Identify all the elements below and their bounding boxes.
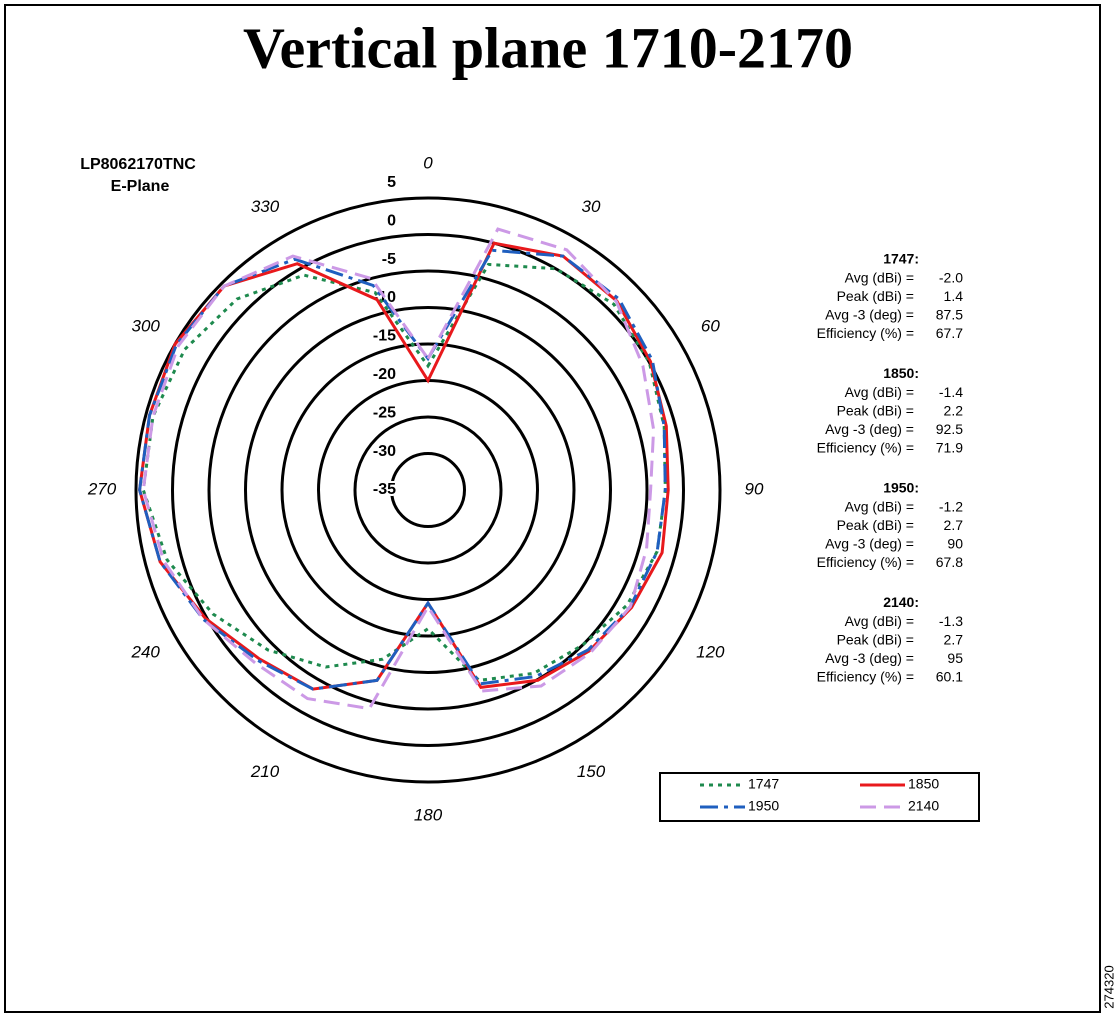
- stats-value: 2.2: [944, 403, 964, 419]
- legend-label: 1850: [908, 776, 939, 792]
- stats-value: 92.5: [936, 421, 963, 437]
- angle-tick-label: 210: [250, 762, 280, 781]
- stats-value: -1.2: [939, 499, 963, 515]
- legend-label: 1950: [748, 798, 779, 814]
- legend-box: [659, 772, 980, 822]
- stats-label: Avg -3 (deg) =: [825, 536, 914, 552]
- angle-tick-label: 150: [577, 762, 606, 781]
- grid-ring: [353, 415, 503, 565]
- grid-ring: [244, 306, 612, 674]
- stats-label: Peak (dBi) =: [837, 403, 914, 419]
- stats-header: 1850:: [883, 365, 919, 381]
- grid-ring: [134, 196, 722, 784]
- stats-value: 67.8: [936, 554, 963, 570]
- stats-label: Avg (dBi) =: [845, 613, 914, 629]
- legend-label: 1747: [748, 776, 779, 792]
- stats-label: Efficiency (%) =: [817, 669, 914, 685]
- angle-tick-label: 30: [582, 197, 601, 216]
- r-tick-label: 0: [387, 212, 396, 229]
- grid-ring: [171, 233, 685, 747]
- chart-title: Vertical plane 1710-2170: [243, 15, 853, 80]
- angle-tick-label: 0: [423, 153, 433, 172]
- stats-label: Peak (dBi) =: [837, 517, 914, 533]
- stats-value: -2.0: [939, 270, 963, 286]
- stats-label: Avg (dBi) =: [845, 384, 914, 400]
- grid-ring: [280, 342, 576, 638]
- angle-tick-label: 330: [251, 197, 280, 216]
- stats-value: 60.1: [936, 669, 963, 685]
- stats-label: Efficiency (%) =: [817, 440, 914, 456]
- stats-label: Avg (dBi) =: [845, 499, 914, 515]
- stats-label: Avg -3 (deg) =: [825, 307, 914, 323]
- stats-header: 2140:: [883, 594, 919, 610]
- r-tick-label: -25: [373, 404, 396, 421]
- stats-value: 67.7: [936, 325, 963, 341]
- stats-value: 95: [947, 650, 963, 666]
- stats-value: 2.7: [944, 517, 964, 533]
- frame: [4, 4, 1101, 1013]
- grid-ring: [317, 379, 539, 601]
- stats-value: 90: [947, 536, 963, 552]
- angle-tick-label: 180: [414, 805, 443, 824]
- stats-value: -1.3: [939, 613, 963, 629]
- r-tick-label: -20: [373, 366, 396, 383]
- r-tick-label: -35: [373, 481, 396, 498]
- stats-label: Efficiency (%) =: [817, 554, 914, 570]
- corner-label: LP8062170TNC: [80, 156, 196, 173]
- angle-tick-label: 90: [745, 479, 764, 498]
- stats-header: 1950:: [883, 480, 919, 496]
- stats-label: Peak (dBi) =: [837, 288, 914, 304]
- r-tick-label: -30: [373, 443, 396, 460]
- angle-tick-label: 60: [701, 316, 720, 335]
- series-line: [141, 227, 656, 711]
- angle-tick-label: 120: [696, 642, 725, 661]
- stats-value: 71.9: [936, 440, 963, 456]
- figure-number: 274320: [1101, 965, 1116, 1008]
- stats-value: -1.4: [939, 384, 963, 400]
- r-tick-label: -15: [373, 328, 396, 345]
- angle-tick-label: 270: [87, 479, 117, 498]
- stats-label: Peak (dBi) =: [837, 632, 914, 648]
- stats-label: Avg -3 (deg) =: [825, 421, 914, 437]
- legend-label: 2140: [908, 798, 939, 814]
- stats-value: 1.4: [944, 288, 964, 304]
- stats-label: Avg (dBi) =: [845, 270, 914, 286]
- corner-label: E-Plane: [111, 178, 170, 195]
- angle-tick-label: 300: [131, 316, 160, 335]
- stats-label: Efficiency (%) =: [817, 325, 914, 341]
- stats-header: 1747:: [883, 251, 919, 267]
- r-tick-label: 5: [387, 174, 396, 191]
- grid-ring: [390, 452, 466, 528]
- r-tick-label: -5: [382, 251, 396, 268]
- series-line: [138, 248, 667, 691]
- angle-tick-label: 240: [130, 642, 160, 661]
- stats-label: Avg -3 (deg) =: [825, 650, 914, 666]
- stats-value: 87.5: [936, 307, 963, 323]
- stats-value: 2.7: [944, 632, 964, 648]
- grid-ring: [207, 269, 649, 711]
